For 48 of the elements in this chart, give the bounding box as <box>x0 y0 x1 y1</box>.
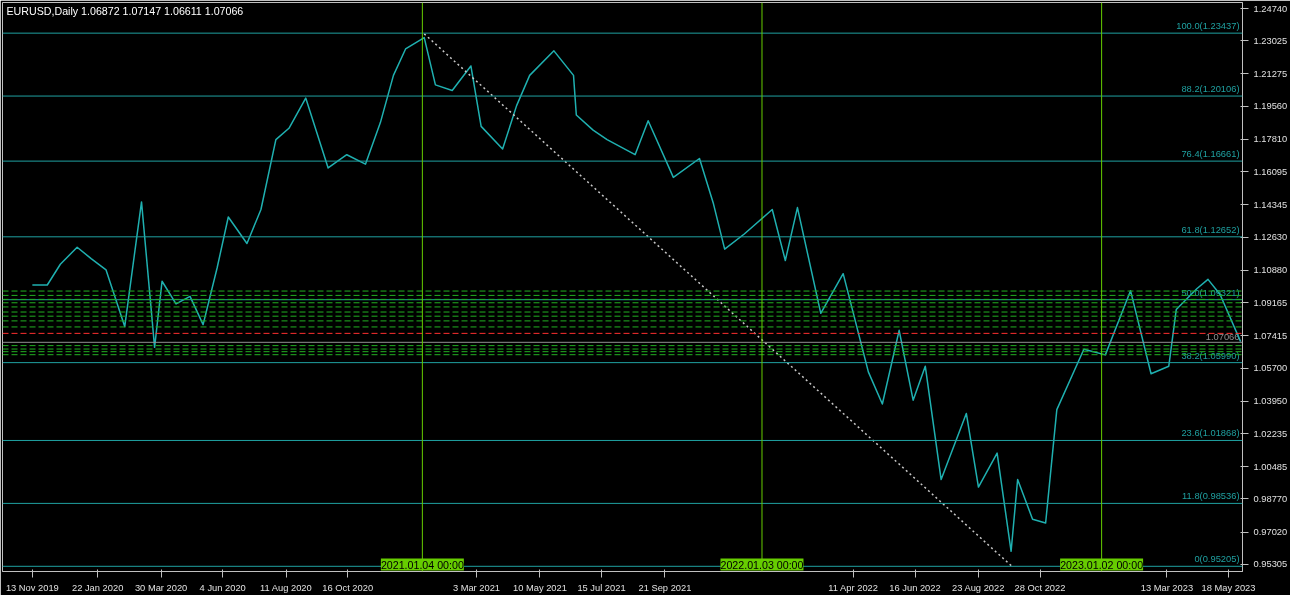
x-tick-label: 11 Apr 2022 <box>828 582 878 593</box>
ref-line-label: 88.2(1.20106) <box>1181 84 1240 95</box>
ref-line-label: 2023.01.02 00:00 <box>1060 558 1144 571</box>
ref-line-label: 100.0(1.23437) <box>1176 21 1240 32</box>
y-tick-label: 1.23025 <box>1253 35 1288 46</box>
x-tick-label: 21 Sep 2021 <box>638 582 692 593</box>
x-tick-label: 16 Jun 2022 <box>889 582 941 593</box>
ref-line-label: 11.8(0.98536) <box>1182 491 1240 502</box>
y-tick-label: 1.24740 <box>1253 3 1288 14</box>
ref-line-label: 2022.01.03 00:00 <box>720 558 804 571</box>
x-tick-label: 10 May 2021 <box>512 582 567 593</box>
x-tick-label: 16 Oct 2020 <box>322 582 374 593</box>
y-tick-label: 1.19560 <box>1253 101 1288 112</box>
y-tick-label: 1.02235 <box>1253 428 1288 439</box>
x-tick-label: 11 Aug 2020 <box>260 582 312 593</box>
y-tick-label: 1.14345 <box>1253 199 1288 210</box>
x-tick-label: 13 Nov 2019 <box>5 582 59 593</box>
x-tick-label: 3 Mar 2021 <box>452 582 501 593</box>
y-tick-label: 1.17810 <box>1253 134 1288 145</box>
y-tick-label: 1.16095 <box>1253 166 1288 177</box>
ref-line-label: 23.6(1.01868) <box>1181 428 1240 439</box>
y-tick-label: 1.03950 <box>1253 396 1288 407</box>
y-tick-label: 1.09165 <box>1253 297 1288 308</box>
chart-title: EURUSD,Daily 1.06872 1.07147 1.06611 1.07066 <box>6 4 244 17</box>
x-tick-label: 18 May 2023 <box>1201 582 1256 593</box>
line-series <box>31 36 1242 553</box>
x-tick-label: 15 Jul 2021 <box>577 582 626 593</box>
ref-line-label: 61.8(1.12652) <box>1181 224 1240 235</box>
y-tick-label: 1.00485 <box>1253 461 1288 472</box>
y-tick-label: 0.95305 <box>1253 559 1288 570</box>
ref-line-label: 38.2(1.05990) <box>1181 350 1240 361</box>
x-tick-label: 28 Oct 2022 <box>1014 582 1066 593</box>
y-tick-label: 1.07415 <box>1253 330 1288 341</box>
y-tick-label: 0.98770 <box>1253 493 1288 504</box>
y-tick-label: 1.21275 <box>1253 68 1288 79</box>
ref-line-label: 76.4(1.16661) <box>1181 149 1240 160</box>
x-tick-label: 4 Jun 2020 <box>199 582 246 593</box>
x-tick-label: 23 Aug 2022 <box>952 582 1005 593</box>
x-tick-label: 22 Jan 2020 <box>71 582 124 593</box>
ref-line-label: 2021.01.04 00:00 <box>380 558 464 571</box>
y-tick-label: 1.10880 <box>1253 265 1288 276</box>
y-tick-label: 0.97020 <box>1253 527 1288 538</box>
x-tick-label: 30 Mar 2020 <box>134 582 188 593</box>
ref-line-label: 0(0.95205) <box>1194 554 1240 565</box>
y-tick-label: 1.12630 <box>1253 232 1288 243</box>
ref-line-label: 1.07066 <box>1205 332 1240 343</box>
y-tick-label: 1.05700 <box>1253 363 1288 374</box>
x-tick-label: 13 Mar 2023 <box>1140 582 1194 593</box>
